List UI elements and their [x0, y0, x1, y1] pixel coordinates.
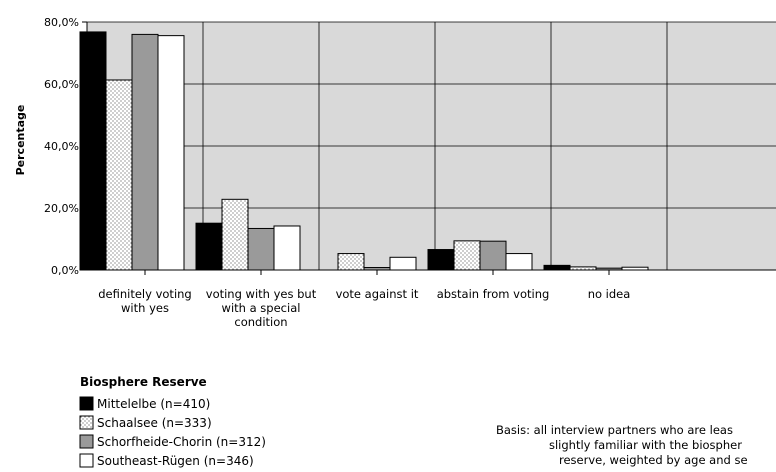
legend-swatch: [79, 453, 94, 468]
basis-note: reserve, weighted by age and se: [559, 453, 748, 467]
legend-label: Schorfheide-Chorin (n=312): [97, 435, 266, 449]
bar: [505, 253, 533, 271]
bar: [543, 264, 571, 271]
y-axis-title: Percentage: [14, 105, 27, 176]
basis-note: Basis: all interview partners who are le…: [496, 423, 733, 437]
bar: [131, 33, 159, 271]
x-category-label: abstain from voting: [437, 287, 550, 301]
y-tick-label: 60,0%: [44, 78, 79, 91]
y-tick-label: 20,0%: [44, 202, 79, 215]
bar: [79, 31, 107, 271]
bar: [105, 79, 133, 271]
legend-swatch: [79, 396, 94, 411]
legend-title: Biosphere Reserve: [80, 375, 207, 389]
x-category-label: vote against it: [336, 287, 419, 301]
legend-swatch: [79, 434, 94, 449]
x-category-label: with yes: [121, 301, 169, 315]
bar: [273, 225, 301, 271]
x-category-label: voting with yes but: [206, 287, 317, 301]
y-tick-label: 40,0%: [44, 140, 79, 153]
legend-swatch: [79, 415, 94, 430]
bar: [247, 227, 275, 271]
y-tick-label: 0,0%: [51, 264, 79, 277]
bar: [195, 222, 223, 271]
bar: [337, 253, 365, 271]
legend-label: Schaalsee (n=333): [97, 416, 212, 430]
x-category-label: no idea: [588, 287, 631, 301]
bar: [389, 256, 417, 271]
basis-note: slightly familiar with the biospher: [549, 438, 742, 452]
y-tick-label: 80,0%: [44, 16, 79, 29]
x-category-label: with a special: [222, 301, 301, 315]
bar: [453, 240, 481, 271]
bar: [427, 249, 455, 271]
x-category-label: definitely voting: [98, 287, 191, 301]
bar: [221, 198, 249, 271]
bar: [479, 240, 507, 271]
legend-label: Southeast-Rügen (n=346): [97, 454, 254, 468]
legend-label: Mittelelbe (n=410): [97, 397, 210, 411]
x-category-label: condition: [234, 315, 287, 329]
bar: [157, 35, 185, 271]
